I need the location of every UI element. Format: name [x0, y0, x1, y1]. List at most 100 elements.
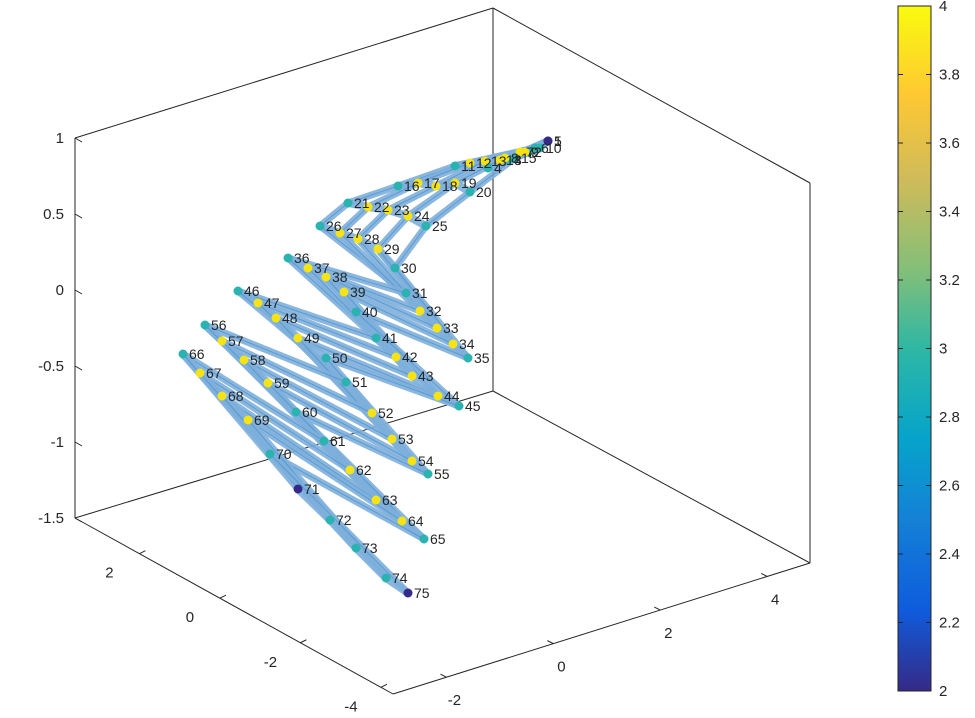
graph-node — [543, 136, 553, 146]
y-tick-label: -4 — [344, 698, 357, 715]
node-label: 5 — [554, 133, 562, 149]
node-label: 58 — [250, 352, 266, 368]
box-edge — [74, 517, 394, 695]
node-label: 13 — [491, 153, 507, 169]
graph-node — [293, 484, 303, 494]
graph-node — [371, 333, 381, 343]
graph-node — [371, 495, 381, 505]
z-tick — [74, 441, 83, 447]
node-label: 51 — [352, 374, 368, 390]
graph-edge-thin — [355, 311, 460, 407]
node-label: 63 — [382, 492, 398, 508]
graph-edge-thin — [199, 372, 351, 471]
x-tick-label: 0 — [557, 659, 565, 676]
node-label: 73 — [362, 540, 378, 556]
graph-edge — [326, 516, 360, 552]
box-edge — [74, 7, 494, 139]
node-label: 7 — [526, 144, 534, 160]
y-tick-label: -2 — [264, 654, 277, 671]
z-tick-label: 0 — [56, 282, 64, 299]
graph-node — [465, 158, 475, 168]
node-label: 1 — [554, 133, 562, 149]
graph-node — [341, 377, 351, 387]
node-label: 74 — [392, 570, 408, 586]
node-label: 29 — [384, 241, 400, 257]
graph-node — [431, 181, 441, 191]
node-label: 15 — [521, 150, 537, 166]
node-label: 4 — [494, 160, 502, 176]
graph-node — [217, 391, 227, 401]
node-label: 39 — [350, 284, 366, 300]
x-tick — [440, 673, 447, 678]
node-label: 8 — [511, 150, 519, 166]
node-label: 2 — [534, 144, 542, 160]
graph-node — [407, 456, 417, 466]
x-tick-label: -2 — [448, 692, 461, 709]
node-label: 6 — [541, 140, 549, 156]
graph-node — [397, 516, 407, 526]
graph-node — [195, 368, 205, 378]
graph-node — [465, 187, 475, 197]
y-tick — [380, 683, 388, 688]
node-label: 67 — [206, 365, 222, 381]
graph-node — [339, 287, 349, 297]
node-label: 60 — [302, 404, 318, 420]
graph-node — [343, 198, 353, 208]
node-label: 28 — [364, 231, 380, 247]
node-label: 30 — [401, 260, 417, 276]
colorbar-tick-label: 2 — [939, 683, 947, 700]
graph-node — [351, 543, 361, 553]
graph-node — [387, 434, 397, 444]
graph-node — [325, 515, 335, 525]
graph-edge-thin — [387, 185, 437, 211]
node-label: 69 — [254, 412, 270, 428]
node-label: 70 — [276, 446, 292, 462]
graph-node — [315, 221, 325, 231]
graph-node — [243, 415, 253, 425]
graph-edge-thin — [347, 185, 399, 204]
x-tick-label: 4 — [771, 591, 779, 608]
graph-edge — [294, 485, 334, 524]
node-label: 19 — [461, 175, 477, 191]
graph-node — [421, 221, 431, 231]
graph-edge-thin — [237, 290, 377, 339]
node-label: 22 — [374, 199, 390, 215]
node-label: 49 — [304, 330, 320, 346]
node-label: 56 — [211, 317, 227, 333]
colorbar-tick-label: 4 — [939, 0, 947, 15]
box-edge — [492, 7, 811, 184]
graph-node — [407, 371, 417, 381]
graph-node — [303, 263, 313, 273]
y-tick — [219, 594, 227, 599]
graph-edge-thin — [295, 411, 429, 475]
node-label: 11 — [461, 158, 476, 174]
graph-edge — [352, 544, 390, 582]
graph-edge-thin — [425, 191, 471, 227]
graph-node — [403, 211, 413, 221]
x-axis-ticks: -2 0 2 4 — [440, 572, 779, 709]
y-tick-label: 2 — [105, 565, 113, 582]
graph-edge-thin — [269, 453, 425, 540]
graph-node — [363, 202, 373, 212]
graph-edge-thin — [319, 202, 349, 227]
colorbar — [897, 5, 932, 692]
graph-node — [239, 355, 249, 365]
colorbar-gradient — [897, 5, 932, 692]
node-label: 48 — [282, 310, 298, 326]
node-label: 24 — [414, 208, 430, 224]
node-label: 25 — [432, 218, 448, 234]
graph-node — [217, 336, 227, 346]
node-label: 47 — [264, 295, 280, 311]
x-tick — [547, 640, 554, 645]
node-label: 34 — [459, 336, 475, 352]
graph-node — [373, 244, 383, 254]
graph-node — [383, 205, 393, 215]
colorbar-tick-label: 2.8 — [939, 409, 960, 426]
graph-node — [535, 143, 545, 153]
node-label: 61 — [330, 433, 346, 449]
z-axis-ticks: -1.5 -1 -0.5 0 0.5 1 — [38, 130, 83, 527]
graph-edge-thin — [417, 162, 471, 184]
graph-node — [178, 349, 188, 359]
